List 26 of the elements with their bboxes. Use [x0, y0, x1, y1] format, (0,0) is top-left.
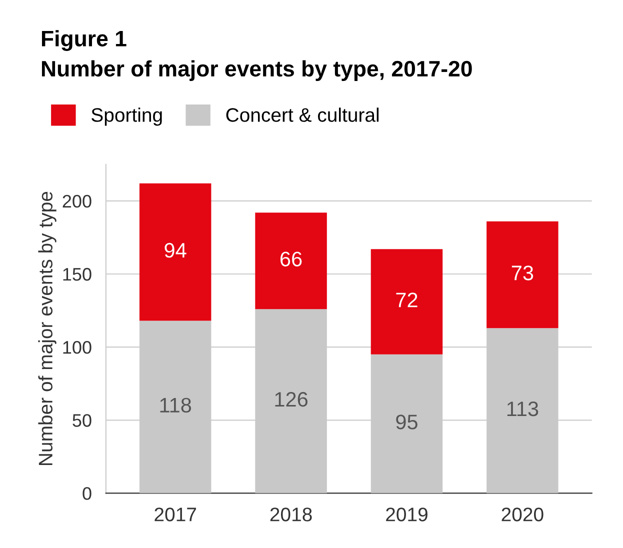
x-tick-label: 2017	[154, 508, 196, 522]
data-label: 66	[280, 252, 302, 266]
data-label: 95	[396, 414, 418, 430]
data-label: 94	[164, 242, 186, 258]
bar	[255, 212, 327, 310]
y-tick-label: 100	[63, 341, 92, 354]
bar	[370, 249, 443, 354]
y-tick-label: 150	[63, 268, 92, 281]
bar	[139, 183, 212, 321]
data-label: 126	[275, 392, 308, 407]
chart-title: Figure 1	[42, 30, 126, 51]
legend-label: Concert & cultural	[226, 108, 379, 122]
data-label: 73	[512, 266, 534, 280]
x-tick-label: 2018	[270, 508, 312, 522]
y-tick-label: 200	[62, 194, 92, 208]
x-tick-label: 2020	[502, 508, 544, 522]
x-tick-label: 2019	[386, 508, 428, 522]
y-tick-label: 50	[72, 414, 92, 427]
bar	[486, 221, 558, 328]
data-label: 72	[396, 292, 418, 308]
chart-subtitle: Number of major events by type, 2017-20	[42, 60, 472, 81]
y-axis-title: Number of major events by type	[38, 192, 56, 465]
y-tick-label: 0	[82, 487, 92, 500]
legend-label: Sporting	[92, 108, 162, 126]
data-label: 113	[507, 401, 538, 416]
data-label: 118	[160, 398, 192, 413]
